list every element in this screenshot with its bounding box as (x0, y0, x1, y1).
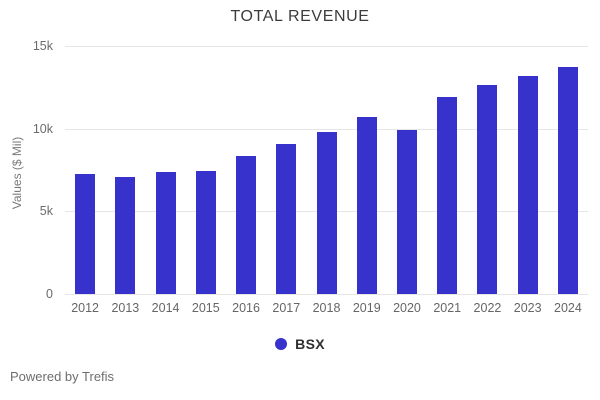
x-tick-label-2019: 2019 (352, 301, 381, 315)
bar-2024[interactable] (557, 66, 578, 294)
bar-band-2020 (387, 46, 427, 294)
bar-2017[interactable] (276, 144, 297, 294)
powered-by-trefis-link[interactable]: Powered by Trefis (10, 369, 115, 384)
bar-2018[interactable] (316, 131, 337, 294)
y-tick-label-0: 0 (46, 287, 53, 301)
bar-2015[interactable] (195, 170, 216, 294)
bar-band-2015 (186, 46, 226, 294)
gridline-0 (65, 294, 588, 295)
x-tick-label-2021: 2021 (433, 301, 462, 315)
bar-band-2021 (427, 46, 467, 294)
bar-band-2023 (508, 46, 548, 294)
bar-band-2014 (145, 46, 185, 294)
bar-2019[interactable] (356, 117, 377, 294)
bar-2023[interactable] (517, 75, 538, 294)
y-axis-ticks: 0 5k 10k 15k (0, 39, 53, 301)
y-tick-label-10k: 10k (32, 121, 53, 136)
bar-band-2022 (467, 46, 507, 294)
bar-2022[interactable] (477, 84, 498, 294)
y-tick-label-5k: 5k (39, 204, 53, 219)
plot-area (65, 46, 588, 295)
y-tick-label-15k: 15k (32, 39, 53, 53)
bar-series (65, 46, 588, 294)
bar-band-2018 (306, 46, 346, 294)
bar-2016[interactable] (236, 155, 257, 294)
bar-band-2012 (65, 46, 105, 294)
x-axis-labels: 2012 2013 2014 2015 2016 2017 2018 2019 2020 2021… (65, 301, 588, 315)
x-tick-label-2015: 2015 (191, 301, 220, 315)
legend-marker-icon[interactable] (275, 338, 288, 350)
legend: BSX (0, 336, 600, 352)
bar-2012[interactable] (75, 174, 96, 294)
x-tick-label-2018: 2018 (312, 301, 341, 315)
x-tick-label-2014: 2014 (151, 301, 180, 315)
bar-2021[interactable] (437, 97, 458, 294)
x-tick-label-2020: 2020 (393, 301, 421, 315)
bar-2014[interactable] (155, 172, 176, 294)
gridline-10k (65, 128, 588, 130)
x-tick-label-2022: 2022 (473, 301, 502, 315)
chart-title: TOTAL REVENUE (230, 8, 370, 25)
bar-band-2017 (266, 46, 306, 294)
x-tick-label-2024: 2024 (554, 301, 582, 315)
x-tick-label-2017: 2017 (272, 301, 301, 315)
x-tick-label-2016: 2016 (232, 301, 260, 315)
x-tick-label-2013: 2013 (111, 301, 140, 315)
bar-band-2024 (548, 46, 588, 294)
gridline-15k (65, 46, 588, 47)
bar-band-2013 (105, 46, 145, 294)
bar-2020[interactable] (396, 130, 417, 294)
bar-band-2016 (226, 46, 266, 294)
bar-2013[interactable] (115, 176, 136, 294)
bar-band-2019 (347, 46, 387, 294)
legend-label[interactable]: BSX (295, 336, 325, 352)
x-tick-label-2023: 2023 (513, 301, 542, 315)
x-tick-label-2012: 2012 (71, 301, 100, 315)
